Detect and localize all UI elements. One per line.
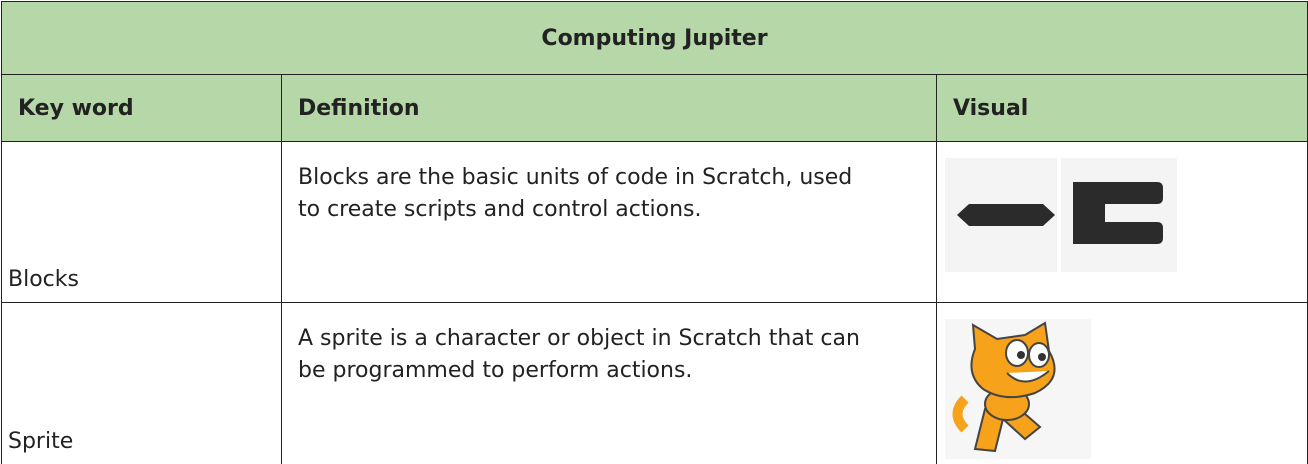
blocks-image <box>945 158 1177 272</box>
row: Sprite A sprite is a character or object… <box>1 302 1308 464</box>
definition-cell: A sprite is a character or object in Scr… <box>281 302 937 464</box>
definition-cell: Blocks are the basic units of code in Sc… <box>281 141 937 303</box>
header-row: Key word Definition Visual <box>1 74 1308 142</box>
table-title: Computing Jupiter <box>1 1 1308 75</box>
header-cell: Visual <box>936 74 1308 142</box>
keyword: Sprite <box>1 302 282 464</box>
definition: Blocks are the basic units of code in Sc… <box>298 165 853 222</box>
visual-cell <box>936 141 1308 303</box>
header-cell: Key word <box>1 74 282 142</box>
title-row: Computing Jupiter <box>1 1 1308 75</box>
row: Blocks Blocks are the basic units of cod… <box>1 141 1308 303</box>
visual-cell <box>936 302 1308 464</box>
header-cell: Definition <box>281 74 937 142</box>
sprite-image <box>945 319 1091 459</box>
keyword: Blocks <box>1 141 282 303</box>
definition: A sprite is a character or object in Scr… <box>298 326 860 383</box>
